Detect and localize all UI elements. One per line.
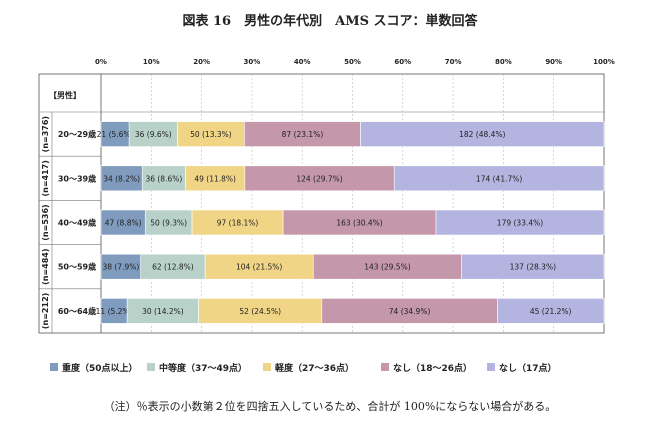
data-label: 163 (30.4%)	[336, 219, 382, 228]
category-label: 60～64歳	[58, 306, 96, 316]
tick-label: 50%	[344, 58, 361, 66]
tick-label: 30%	[244, 58, 261, 66]
tick-label: 90%	[545, 58, 562, 66]
data-label: 52 (24.5%)	[239, 307, 281, 316]
group-header: 【男性】	[49, 90, 81, 100]
tick-label: 0%	[95, 58, 107, 66]
bar-segment	[360, 121, 605, 147]
tick-label: 40%	[294, 58, 311, 66]
bar-segment	[100, 121, 130, 147]
data-label: 182 (48.4%)	[459, 130, 505, 139]
data-label: 34 (8.2%)	[103, 174, 140, 183]
data-label: 50 (9.3%)	[150, 219, 187, 228]
x-axis-ticks: 0% 10% 20% 30% 40% 50% 60% 70% 80% 90% 100%	[95, 58, 615, 66]
tick-label: 60%	[394, 58, 411, 66]
bar-segment	[100, 209, 146, 236]
data-label: 11 (5.2%)	[96, 307, 133, 316]
n-label: (n=212)	[41, 293, 50, 329]
legend-label: 中等度（37～49点）	[159, 362, 247, 374]
n-label: (n=536)	[41, 204, 50, 240]
footnote: （注）％表示の小数第２位を四捨五入しているため、合計が 100%にならない場合が…	[103, 400, 557, 413]
n-label: (n=417)	[41, 160, 50, 196]
bar-segment	[204, 253, 314, 280]
n-label: (n=376)	[41, 116, 50, 152]
bar-segment	[100, 165, 143, 192]
bars: 21 (5.6%) 36 (9.6%) 50 (13.3%) 87 (23.1%) 18…	[96, 121, 605, 324]
bar-segment	[126, 298, 199, 324]
category-label: 50～59歳	[58, 262, 96, 272]
data-label: 49 (11.8%)	[194, 174, 236, 183]
bar-segment	[185, 165, 246, 192]
data-label: 174 (41.7%)	[476, 174, 522, 183]
category-label: 40～49歳	[58, 218, 96, 228]
bar-segment	[191, 209, 284, 236]
n-label: (n=484)	[41, 248, 50, 284]
bar-segment	[497, 298, 605, 324]
bar-segment	[393, 165, 605, 192]
tick-label: 70%	[445, 58, 462, 66]
category-rows: (n=376) 20～29歳 (n=417) 30～39歳 (n=536) 40～49歳 (…	[39, 116, 101, 329]
tick-label: 20%	[193, 58, 210, 66]
category-label: 30～39歳	[58, 173, 96, 183]
bar-segment	[141, 165, 186, 192]
data-label: 38 (7.9%)	[102, 263, 139, 272]
data-label: 137 (28.3%)	[510, 263, 556, 272]
bar-segment	[321, 298, 498, 324]
bar-segment	[100, 253, 142, 280]
bar-segment	[312, 253, 462, 280]
data-label: 62 (12.8%)	[152, 263, 194, 272]
chart-frame: 【男性】	[38, 73, 605, 334]
category-label: 20～29歳	[58, 129, 96, 139]
data-label: 30 (14.2%)	[142, 307, 184, 316]
tick-label: 10%	[143, 58, 160, 66]
bar-segment	[177, 121, 245, 147]
legend-label: なし（17点）	[499, 362, 557, 374]
data-label: 97 (18.1%)	[217, 219, 259, 228]
legend-swatch	[381, 363, 389, 371]
tick-label: 100%	[593, 58, 615, 66]
data-label: 179 (33.4%)	[497, 219, 543, 228]
bar-segment	[435, 209, 605, 236]
bar-segment	[140, 253, 206, 280]
legend-label: なし（18～26点）	[393, 362, 472, 374]
legend-swatch	[487, 363, 495, 371]
legend-swatch	[147, 363, 155, 371]
legend-label: 重度（50点以上）	[62, 362, 138, 374]
tick-label: 80%	[495, 58, 512, 66]
data-label: 74 (34.9%)	[389, 307, 431, 316]
data-label: 124 (29.7%)	[296, 174, 342, 183]
data-label: 45 (21.2%)	[530, 307, 572, 316]
data-label: 36 (8.6%)	[145, 174, 182, 183]
bar-segment	[244, 121, 361, 147]
data-label: 36 (9.6%)	[135, 130, 172, 139]
bar-segment	[144, 209, 193, 236]
gridlines	[151, 74, 555, 333]
bar-segment	[100, 298, 128, 324]
legend-swatch	[50, 363, 58, 371]
data-label: 104 (21.5%)	[236, 263, 282, 272]
data-label: 47 (8.8%)	[105, 219, 142, 228]
legend-label: 軽度（27～36点）	[275, 362, 354, 374]
plot-border	[38, 73, 605, 334]
data-label: 87 (23.1%)	[282, 130, 324, 139]
legend-swatch	[263, 363, 271, 371]
data-label: 50 (13.3%)	[190, 130, 232, 139]
bar-segment	[128, 121, 178, 147]
chart-title: 図表 16 男性の年代別 AMS スコア：単数回答	[182, 14, 478, 29]
bar-segment	[461, 253, 605, 280]
data-label: 21 (5.6%)	[97, 130, 134, 139]
bar-segment	[244, 165, 395, 192]
bar-segment	[282, 209, 437, 236]
data-label: 143 (29.5%)	[364, 263, 410, 272]
legend: 重度（50点以上） 中等度（37～49点） 軽度（27～36点） なし（18～26点）…	[50, 362, 557, 374]
